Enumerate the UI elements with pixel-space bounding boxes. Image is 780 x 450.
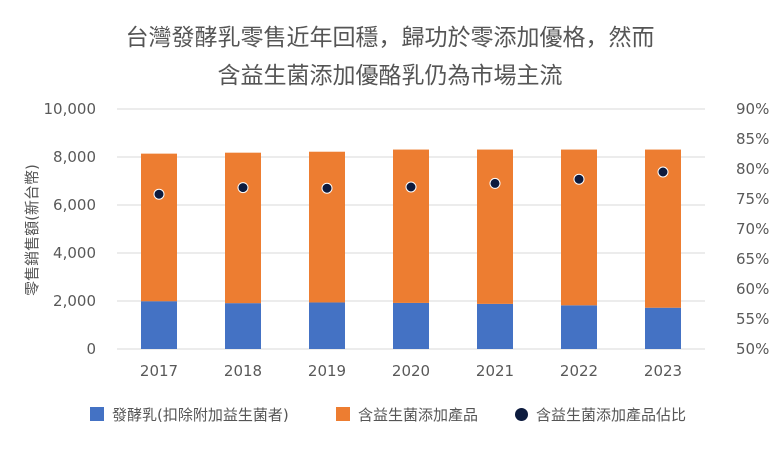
x-tick-label: 2018: [224, 362, 262, 380]
legend-dot-share: [515, 407, 528, 421]
x-axis-ticks: 2017 2018 2019 2020 2021 2022 2023: [140, 362, 682, 380]
y-tick-label-left: 10,000: [44, 100, 97, 118]
y-tick-label-right: 70%: [736, 220, 769, 238]
bar-segment-plain: [561, 305, 597, 349]
share-dot: [489, 177, 501, 189]
share-dot: [573, 173, 585, 185]
bars: [141, 149, 681, 349]
share-dot: [321, 182, 333, 194]
share-dot: [657, 166, 669, 178]
x-tick-label: 2019: [308, 362, 346, 380]
legend-swatch-orange: [336, 407, 350, 421]
legend: 發酵乳(扣除附加益生菌者) 含益生菌添加產品 含益生菌添加產品佔比: [0, 402, 780, 426]
bar-segment-probiotic: [141, 153, 177, 302]
y-tick-label-right: 75%: [736, 190, 769, 208]
x-tick-label: 2017: [140, 362, 178, 380]
y-tick-label-right: 90%: [736, 100, 769, 118]
bar-segment-plain: [645, 307, 681, 349]
bar-segment-probiotic: [477, 149, 513, 304]
share-dot: [237, 182, 249, 194]
share-dots: [153, 166, 669, 200]
y-tick-label-right: 80%: [736, 160, 769, 178]
x-tick-label: 2021: [476, 362, 514, 380]
y-tick-label-left: 2,000: [53, 292, 96, 310]
bar-segment-plain: [309, 302, 345, 349]
legend-swatch-blue: [90, 407, 104, 421]
bar-segment-plain: [225, 303, 261, 349]
y-tick-label-left: 6,000: [53, 196, 96, 214]
x-tick-label: 2020: [392, 362, 430, 380]
y-tick-label-right: 50%: [736, 340, 769, 358]
bar-segment-probiotic: [393, 149, 429, 303]
y-axis-left-ticks: 10,000 8,000 6,000 4,000 2,000 0: [44, 100, 97, 358]
legend-label-plain: 發酵乳(扣除附加益生菌者): [112, 405, 289, 424]
legend-label-probiotic: 含益生菌添加產品: [358, 405, 479, 424]
bar-segment-probiotic: [309, 151, 345, 303]
y-axis-right-ticks: 90% 85% 80% 75% 70% 65% 60% 55% 50%: [736, 100, 769, 358]
x-tick-label: 2023: [644, 362, 682, 380]
y-tick-label-right: 65%: [736, 250, 769, 268]
legend-label-share: 含益生菌添加產品佔比: [536, 405, 687, 424]
bar-segment-probiotic: [561, 149, 597, 306]
share-dot: [405, 181, 417, 193]
bar-segment-probiotic: [225, 152, 261, 304]
y-tick-label-left: 8,000: [53, 148, 96, 166]
bar-segment-plain: [393, 302, 429, 349]
bar-segment-plain: [477, 303, 513, 349]
legend-item-probiotic: 含益生菌添加產品: [336, 402, 478, 426]
y-axis-label: 零售銷售額(新台幣): [23, 164, 41, 296]
chart-title-line-1: 台灣發酵乳零售近年回穩，歸功於零添加優格，然而: [125, 25, 655, 51]
share-dot: [153, 188, 165, 200]
x-tick-label: 2022: [560, 362, 598, 380]
legend-item-plain: 發酵乳(扣除附加益生菌者): [90, 402, 289, 426]
y-tick-label-right: 55%: [736, 310, 769, 328]
y-tick-label-right: 60%: [736, 280, 769, 298]
y-tick-label-left: 0: [86, 340, 96, 358]
y-tick-label-right: 85%: [736, 130, 769, 148]
bar-segment-plain: [141, 301, 177, 349]
legend-item-share: 含益生菌添加產品佔比: [515, 402, 686, 426]
y-tick-label-left: 4,000: [53, 244, 96, 262]
chart-title-line-2: 含益生菌添加優酪乳仍為市場主流: [217, 63, 563, 89]
